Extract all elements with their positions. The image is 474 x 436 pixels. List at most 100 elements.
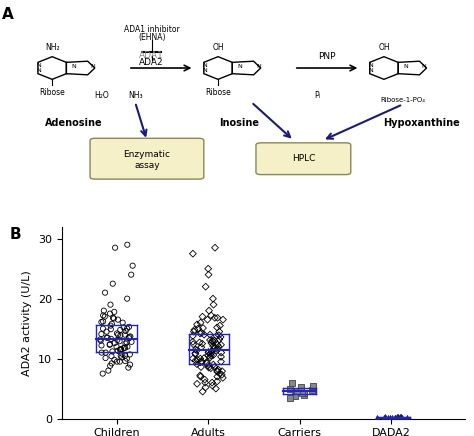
Point	[196, 330, 204, 337]
Point	[192, 357, 200, 364]
Point	[129, 262, 137, 269]
Point	[99, 370, 107, 377]
Text: N: N	[202, 63, 208, 68]
Point	[199, 313, 206, 320]
Point	[118, 351, 126, 358]
Point	[198, 340, 206, 347]
Text: Ribose: Ribose	[205, 89, 231, 97]
Text: N: N	[368, 63, 374, 68]
Point	[207, 352, 215, 359]
Text: N: N	[368, 68, 374, 73]
Point	[110, 356, 118, 363]
Point	[203, 360, 210, 367]
Point	[113, 330, 121, 337]
Text: ADA2: ADA2	[139, 58, 164, 67]
Point	[126, 351, 134, 358]
Point	[213, 378, 221, 385]
Point	[216, 336, 223, 343]
Point	[391, 415, 398, 422]
Point	[216, 328, 223, 335]
Point	[190, 328, 198, 335]
Point	[381, 414, 389, 421]
Point	[197, 319, 204, 326]
Point	[381, 415, 388, 422]
Text: N: N	[422, 65, 427, 69]
Point	[125, 364, 132, 371]
Point	[106, 362, 114, 369]
Text: N: N	[237, 64, 242, 69]
Point	[403, 414, 411, 421]
Point	[121, 331, 128, 338]
Point	[213, 367, 221, 374]
Point	[205, 364, 212, 371]
Point	[205, 349, 212, 356]
Point	[213, 373, 221, 380]
Point	[209, 382, 216, 389]
Point	[122, 327, 129, 334]
Point	[287, 385, 294, 392]
Point	[107, 335, 115, 342]
Point	[196, 372, 204, 379]
Point	[127, 333, 134, 340]
Y-axis label: ADA2 activity (U/L): ADA2 activity (U/L)	[22, 270, 32, 375]
Point	[194, 356, 201, 363]
Point	[211, 344, 219, 351]
Point	[219, 374, 227, 381]
Point	[191, 351, 199, 358]
Point	[116, 346, 124, 353]
Point	[213, 347, 220, 354]
Point	[193, 321, 201, 328]
Text: Pᵢ: Pᵢ	[315, 91, 320, 100]
Point	[117, 352, 125, 359]
Point	[208, 312, 215, 319]
Point	[197, 359, 204, 366]
Point	[113, 358, 121, 365]
Point	[384, 415, 392, 422]
Point	[108, 320, 116, 327]
Point	[106, 341, 114, 348]
Point	[218, 349, 225, 356]
Point	[117, 332, 124, 339]
Point	[111, 244, 119, 251]
Point	[123, 355, 131, 362]
Text: PNP: PNP	[319, 52, 336, 61]
Point	[119, 319, 127, 326]
Point	[126, 334, 133, 341]
Point	[191, 346, 199, 353]
Text: Ribose-1-PO₄: Ribose-1-PO₄	[381, 97, 425, 103]
Point	[103, 334, 110, 341]
Point	[214, 341, 221, 348]
Point	[213, 332, 220, 339]
Point	[189, 355, 197, 362]
Text: (EHNA): (EHNA)	[138, 33, 165, 42]
Point	[113, 337, 121, 344]
Text: OH: OH	[212, 43, 224, 52]
Point	[123, 325, 131, 332]
Point	[109, 348, 116, 355]
Point	[208, 379, 216, 386]
Point	[386, 415, 393, 422]
Point	[199, 324, 207, 331]
Point	[215, 343, 222, 350]
Point	[298, 389, 306, 396]
Point	[215, 332, 223, 339]
Text: Adenosine: Adenosine	[45, 118, 102, 128]
Point	[201, 379, 209, 386]
Point	[208, 348, 216, 355]
Point	[201, 331, 208, 338]
Point	[201, 376, 209, 383]
Point	[373, 414, 381, 421]
Text: Hypoxanthine: Hypoxanthine	[383, 118, 460, 128]
Point	[109, 280, 117, 287]
Point	[124, 241, 131, 248]
Point	[392, 415, 399, 422]
Text: Ribose: Ribose	[39, 89, 65, 97]
Point	[204, 352, 212, 359]
Text: B: B	[9, 227, 21, 242]
Point	[210, 351, 217, 358]
Point	[128, 271, 135, 278]
Point	[219, 316, 227, 323]
Point	[293, 388, 301, 395]
Point	[300, 391, 308, 398]
Point	[106, 310, 114, 317]
